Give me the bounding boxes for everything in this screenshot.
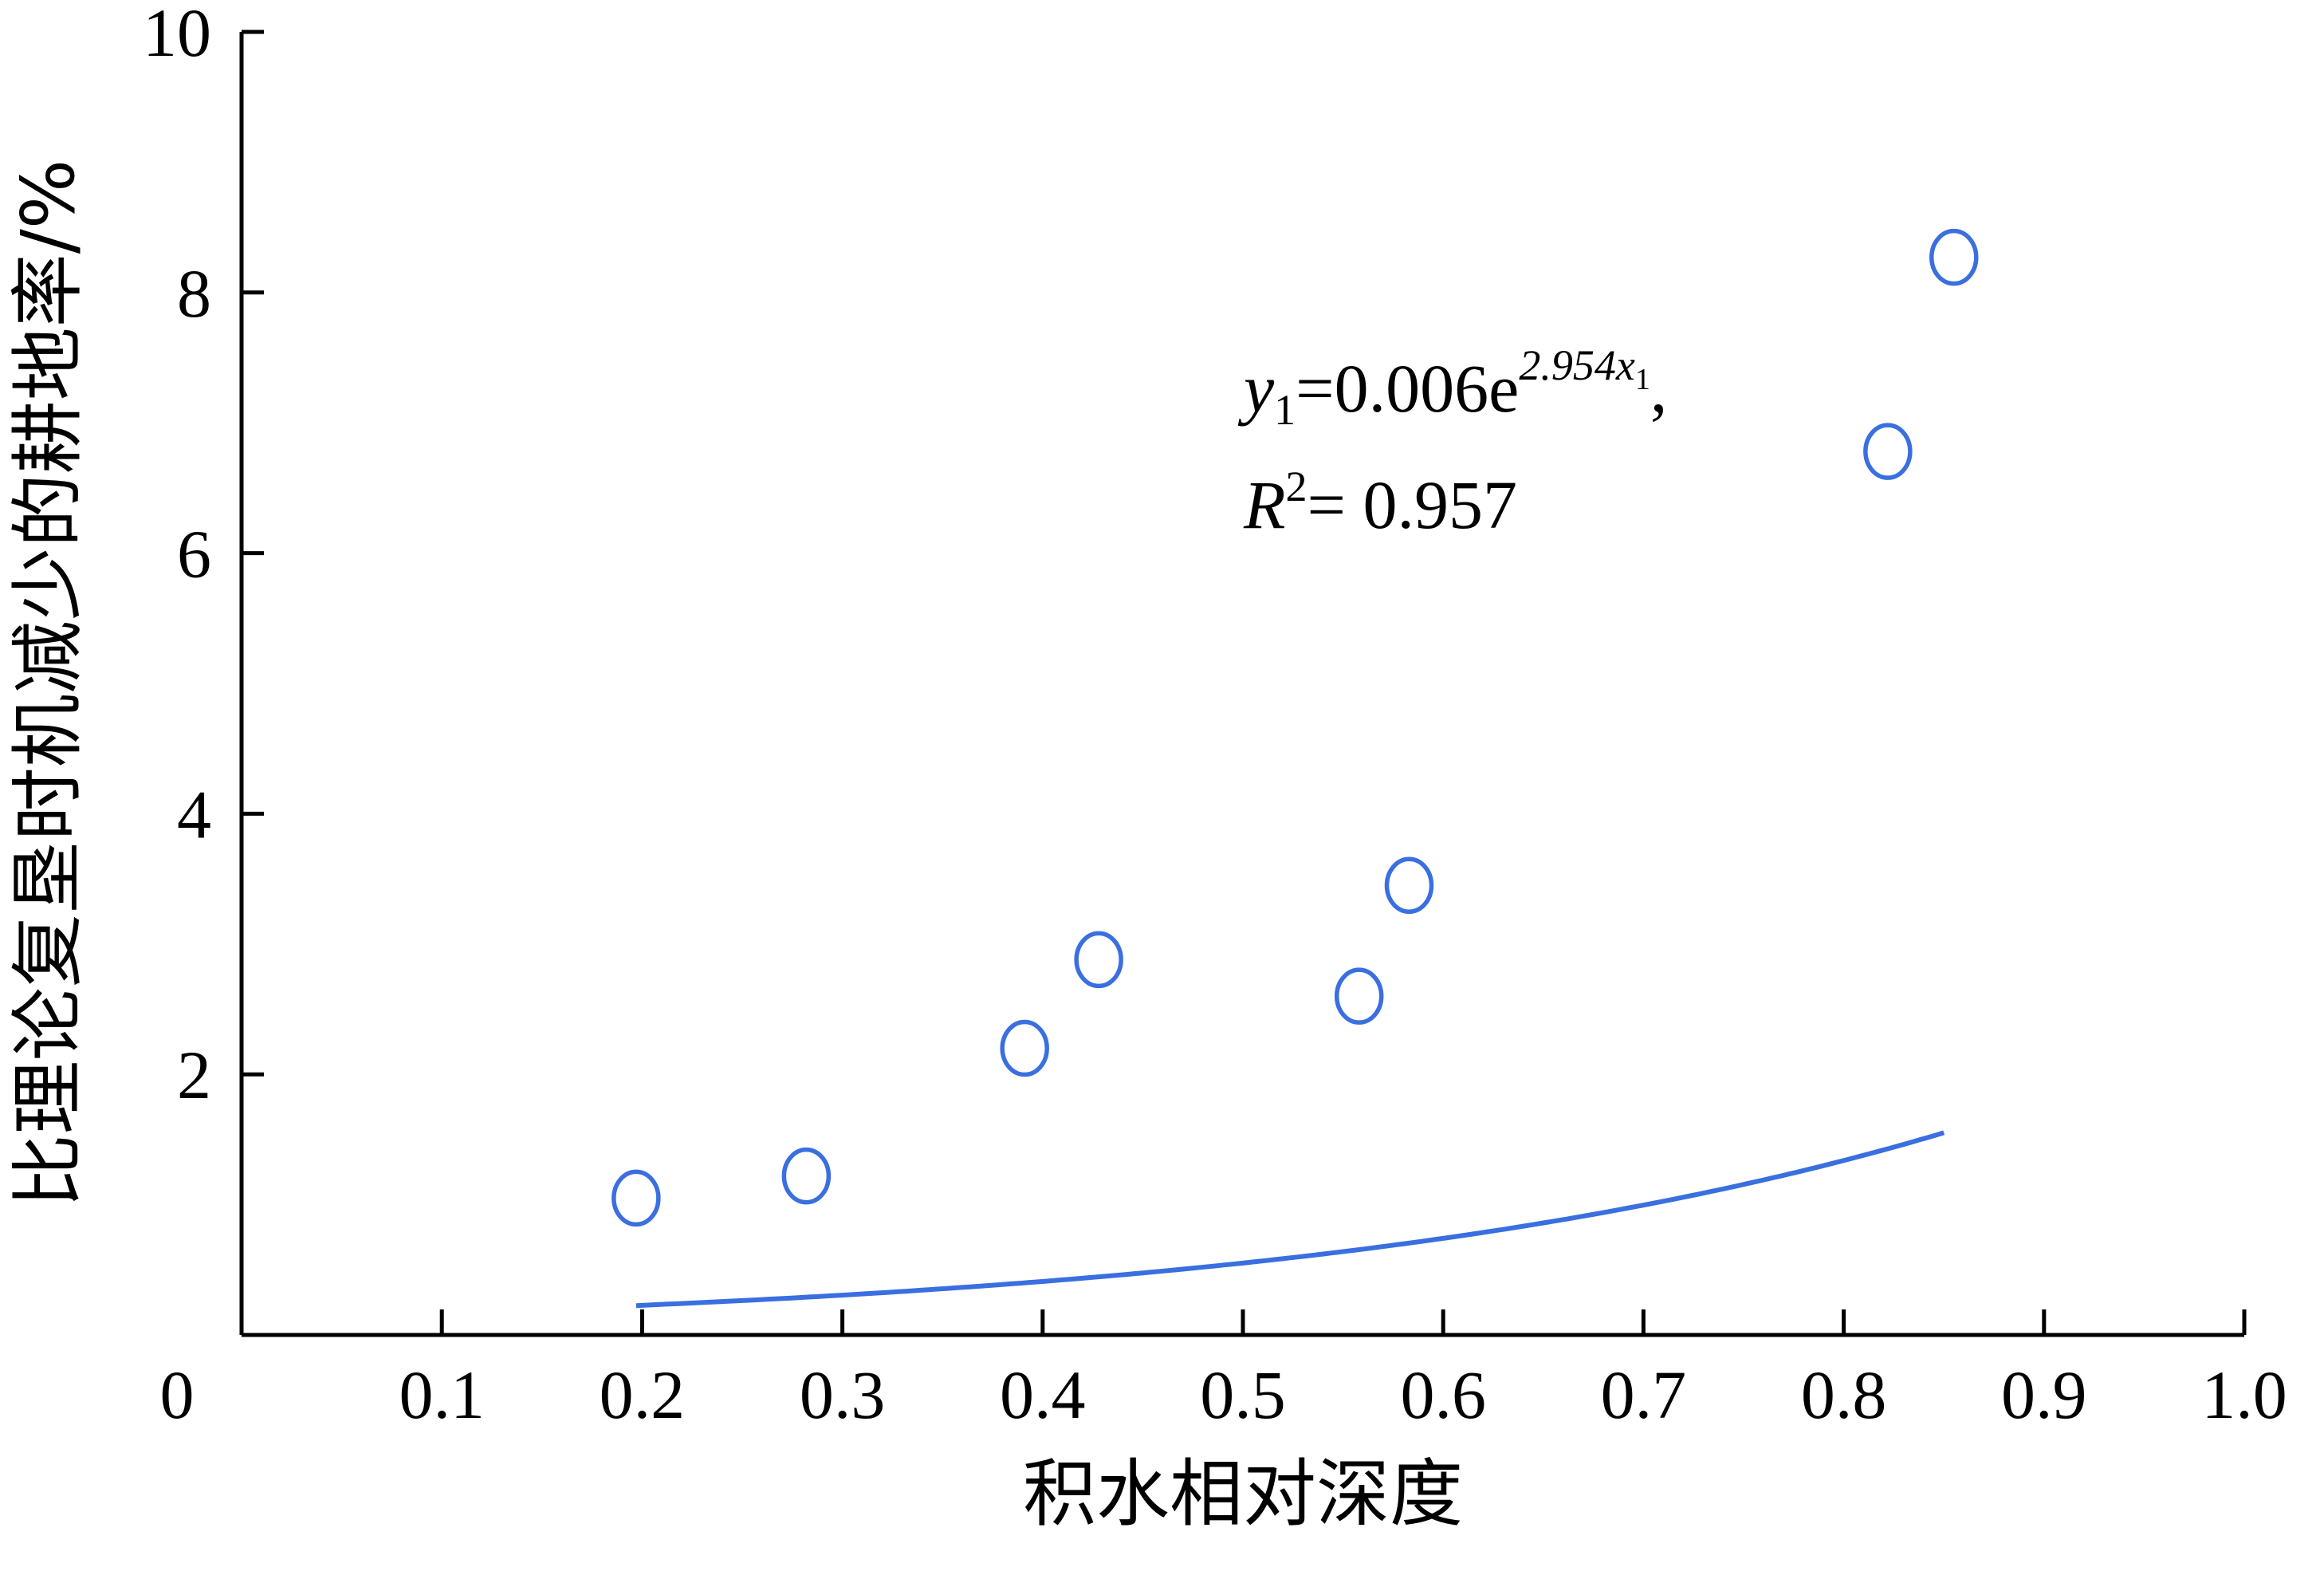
y-tick-label: 6 — [177, 516, 211, 593]
x-tick-label: 0.8 — [1801, 1356, 1887, 1433]
y-tick-label: 2 — [177, 1037, 211, 1113]
x-axis-title: 积水相对深度 — [1023, 1451, 1463, 1537]
eq-exp: 2.954 — [1519, 341, 1616, 389]
r-value: = 0.957 — [1307, 467, 1518, 543]
r-sup: 2 — [1286, 463, 1307, 510]
x-tick-label: 1.0 — [2201, 1356, 2287, 1433]
data-point — [781, 1147, 832, 1205]
data-point — [611, 1169, 661, 1227]
r-label: R — [1243, 467, 1286, 543]
data-points — [611, 228, 1979, 1227]
x-tick-label: 0 — [160, 1356, 195, 1433]
data-point — [1074, 931, 1123, 989]
x-tick-label: 0.9 — [2001, 1356, 2087, 1433]
eq-exp-x-sub: 1 — [1635, 363, 1650, 396]
data-point — [1000, 1019, 1049, 1077]
fit-curve — [635, 1130, 1945, 1309]
x-tick-label: 0.6 — [1400, 1356, 1486, 1433]
data-point — [1334, 967, 1384, 1025]
x-tick-label: 0.5 — [1200, 1356, 1286, 1433]
fit-curve-layer — [635, 1130, 1945, 1309]
y-tick-label: 8 — [177, 255, 211, 332]
eq-mid: =0.006e — [1296, 350, 1519, 427]
x-tick-label: 0.2 — [600, 1356, 686, 1433]
x-ticks: 0 0.1 0.2 0.3 0.4 0.5 0.6 0.7 0.8 0.9 1.0 — [160, 1309, 2287, 1433]
eq-exp-x: x — [1615, 341, 1635, 389]
x-tick-label: 0.7 — [1601, 1356, 1687, 1433]
x-tick-label: 0.3 — [800, 1356, 886, 1433]
x-tick-label: 0.1 — [399, 1356, 485, 1433]
y-tick-label: 4 — [177, 776, 211, 852]
eq-y-sub: 1 — [1274, 386, 1296, 434]
fit-r-squared: R2= 0.957 — [1243, 463, 1517, 543]
eq-tail: , — [1650, 350, 1668, 427]
fit-equation: y1=0.006e2.954x1, — [1237, 341, 1667, 434]
data-point — [1863, 423, 1913, 480]
y-ticks: 2 4 6 8 10 — [143, 0, 264, 1113]
axes — [239, 32, 2244, 1337]
eq-y: y — [1237, 350, 1275, 427]
data-point — [1929, 228, 1979, 286]
y-axis-title: 比理论复垦时机减少的耕地率/% — [6, 159, 91, 1207]
data-point — [1384, 856, 1434, 915]
x-tick-label: 0.4 — [1000, 1356, 1086, 1433]
y-tick-label: 10 — [143, 0, 211, 71]
